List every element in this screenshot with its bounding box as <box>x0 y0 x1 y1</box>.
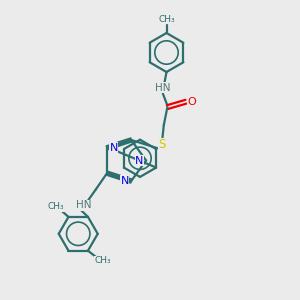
Text: N: N <box>120 176 129 186</box>
Text: S: S <box>159 138 166 151</box>
Text: HN: HN <box>76 200 92 210</box>
Text: O: O <box>188 97 196 107</box>
Text: N: N <box>135 155 144 166</box>
Text: CH₃: CH₃ <box>158 15 175 24</box>
Text: CH₃: CH₃ <box>48 202 64 211</box>
Text: HN: HN <box>155 82 171 93</box>
Text: N: N <box>110 143 118 153</box>
Text: CH₃: CH₃ <box>94 256 111 266</box>
